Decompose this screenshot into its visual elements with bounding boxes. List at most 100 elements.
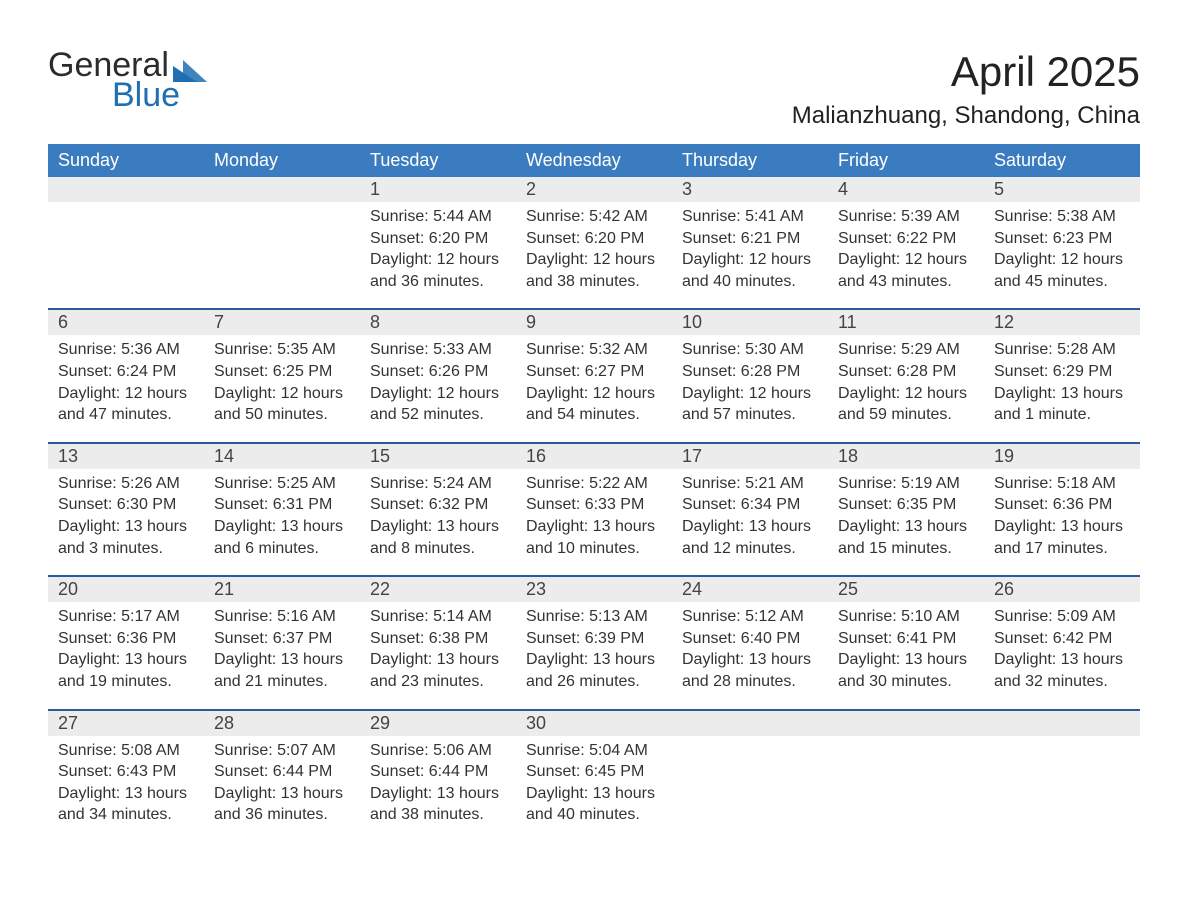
page-title: April 2025 [792,48,1140,96]
day-day2: and 57 minutes. [682,404,818,426]
day-number: 15 [360,444,516,469]
day-sunset: Sunset: 6:37 PM [214,628,350,650]
day-cell [204,202,360,308]
week-row: 20212223242526Sunrise: 5:17 AMSunset: 6:… [48,575,1140,708]
day-sunset: Sunset: 6:35 PM [838,494,974,516]
day-day2: and 19 minutes. [58,671,194,693]
day-number: 27 [48,711,204,736]
day-day1: Daylight: 13 hours [994,383,1130,405]
day-day1: Daylight: 13 hours [838,649,974,671]
day-sunset: Sunset: 6:36 PM [994,494,1130,516]
day-sunrise: Sunrise: 5:12 AM [682,606,818,628]
day-sunrise: Sunrise: 5:21 AM [682,473,818,495]
day-number: 25 [828,577,984,602]
day-sunset: Sunset: 6:41 PM [838,628,974,650]
day-cell: Sunrise: 5:14 AMSunset: 6:38 PMDaylight:… [360,602,516,708]
day-day1: Daylight: 13 hours [370,783,506,805]
day-day2: and 17 minutes. [994,538,1130,560]
day-sunset: Sunset: 6:20 PM [526,228,662,250]
day-day2: and 40 minutes. [682,271,818,293]
topbar: General Blue April 2025 Malianzhuang, Sh… [48,48,1140,130]
day-number: 18 [828,444,984,469]
day-cell [48,202,204,308]
day-day2: and 26 minutes. [526,671,662,693]
day-cell: Sunrise: 5:44 AMSunset: 6:20 PMDaylight:… [360,202,516,308]
day-day2: and 3 minutes. [58,538,194,560]
day-sunset: Sunset: 6:28 PM [838,361,974,383]
day-sunrise: Sunrise: 5:19 AM [838,473,974,495]
day-day1: Daylight: 12 hours [838,249,974,271]
day-sunset: Sunset: 6:43 PM [58,761,194,783]
day-day2: and 15 minutes. [838,538,974,560]
day-number-row: 27282930 [48,711,1140,736]
day-day1: Daylight: 12 hours [370,383,506,405]
day-sunrise: Sunrise: 5:10 AM [838,606,974,628]
day-day2: and 45 minutes. [994,271,1130,293]
day-number: 9 [516,310,672,335]
day-sunset: Sunset: 6:39 PM [526,628,662,650]
day-sunrise: Sunrise: 5:07 AM [214,740,350,762]
day-sunset: Sunset: 6:20 PM [370,228,506,250]
weekday-header: Friday [828,144,984,177]
day-number-row: 20212223242526 [48,577,1140,602]
title-block: April 2025 Malianzhuang, Shandong, China [792,48,1140,130]
day-cell: Sunrise: 5:16 AMSunset: 6:37 PMDaylight:… [204,602,360,708]
day-sunset: Sunset: 6:26 PM [370,361,506,383]
day-day2: and 1 minute. [994,404,1130,426]
day-sunrise: Sunrise: 5:04 AM [526,740,662,762]
day-number: 26 [984,577,1140,602]
page: General Blue April 2025 Malianzhuang, Sh… [0,0,1188,882]
day-day1: Daylight: 12 hours [838,383,974,405]
day-cell: Sunrise: 5:18 AMSunset: 6:36 PMDaylight:… [984,469,1140,575]
day-cell: Sunrise: 5:19 AMSunset: 6:35 PMDaylight:… [828,469,984,575]
weeks-container: 12345Sunrise: 5:44 AMSunset: 6:20 PMDayl… [48,177,1140,842]
day-day1: Daylight: 13 hours [526,649,662,671]
day-sunrise: Sunrise: 5:14 AM [370,606,506,628]
day-cell: Sunrise: 5:22 AMSunset: 6:33 PMDaylight:… [516,469,672,575]
day-day2: and 52 minutes. [370,404,506,426]
day-sunrise: Sunrise: 5:17 AM [58,606,194,628]
day-number: 2 [516,177,672,202]
day-day1: Daylight: 12 hours [526,249,662,271]
day-sunrise: Sunrise: 5:24 AM [370,473,506,495]
day-day1: Daylight: 13 hours [682,516,818,538]
day-day1: Daylight: 13 hours [214,649,350,671]
day-day2: and 59 minutes. [838,404,974,426]
day-number: 5 [984,177,1140,202]
day-number: 21 [204,577,360,602]
day-day1: Daylight: 12 hours [526,383,662,405]
day-cell: Sunrise: 5:30 AMSunset: 6:28 PMDaylight:… [672,335,828,441]
day-cell: Sunrise: 5:12 AMSunset: 6:40 PMDaylight:… [672,602,828,708]
day-day1: Daylight: 12 hours [994,249,1130,271]
day-number: 17 [672,444,828,469]
day-day2: and 38 minutes. [370,804,506,826]
day-sunrise: Sunrise: 5:32 AM [526,339,662,361]
day-sunset: Sunset: 6:34 PM [682,494,818,516]
day-number: 12 [984,310,1140,335]
day-number: 22 [360,577,516,602]
day-sunset: Sunset: 6:38 PM [370,628,506,650]
day-cell: Sunrise: 5:28 AMSunset: 6:29 PMDaylight:… [984,335,1140,441]
day-cell: Sunrise: 5:32 AMSunset: 6:27 PMDaylight:… [516,335,672,441]
day-sunset: Sunset: 6:42 PM [994,628,1130,650]
day-number: 8 [360,310,516,335]
day-sunrise: Sunrise: 5:30 AM [682,339,818,361]
day-day2: and 38 minutes. [526,271,662,293]
day-day1: Daylight: 13 hours [370,649,506,671]
day-number: 24 [672,577,828,602]
day-cell: Sunrise: 5:04 AMSunset: 6:45 PMDaylight:… [516,736,672,842]
day-day1: Daylight: 12 hours [682,383,818,405]
day-sunrise: Sunrise: 5:08 AM [58,740,194,762]
day-number-row: 13141516171819 [48,444,1140,469]
day-number: 3 [672,177,828,202]
day-number-row: 6789101112 [48,310,1140,335]
day-cell: Sunrise: 5:38 AMSunset: 6:23 PMDaylight:… [984,202,1140,308]
day-cell: Sunrise: 5:35 AMSunset: 6:25 PMDaylight:… [204,335,360,441]
day-day2: and 36 minutes. [370,271,506,293]
day-number: 30 [516,711,672,736]
day-number-row: 12345 [48,177,1140,202]
weekday-header: Thursday [672,144,828,177]
day-sunset: Sunset: 6:36 PM [58,628,194,650]
day-number: 28 [204,711,360,736]
day-number [672,711,828,736]
